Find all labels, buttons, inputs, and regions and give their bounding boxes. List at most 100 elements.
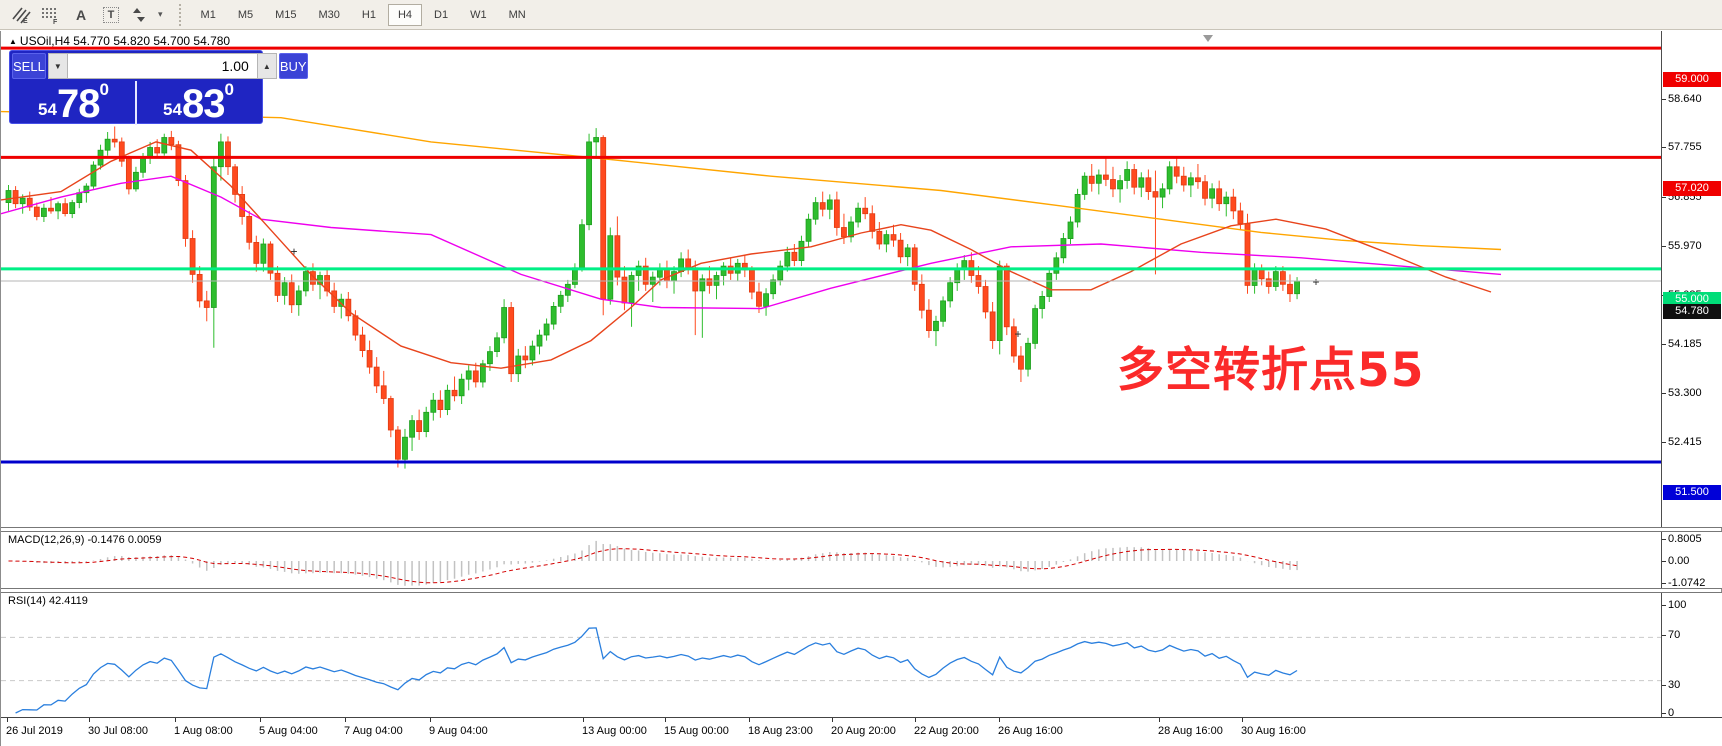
time-tick	[999, 718, 1000, 722]
volume-decrease-icon[interactable]: ▼	[47, 53, 68, 79]
scale-tick	[1662, 712, 1666, 714]
time-label: 30 Jul 08:00	[88, 725, 148, 737]
symbol-marker-icon: ▲	[9, 37, 17, 46]
timeframe-h1[interactable]: H1	[361, 8, 376, 21]
macd-scale-label: -1.0742	[1668, 576, 1706, 589]
arrows-icon[interactable]	[128, 3, 154, 27]
time-label: 1 Aug 08:00	[174, 725, 233, 737]
macd-scale-label: 0.00	[1668, 554, 1690, 567]
rsi-scale-label: 30	[1668, 678, 1681, 691]
time-label: 30 Aug 16:00	[1241, 725, 1306, 737]
time-label: 20 Aug 20:00	[831, 725, 896, 737]
time-label: 26 Aug 16:00	[998, 725, 1063, 737]
rsi-label: RSI(14) 42.4119	[8, 595, 88, 607]
chart-window: + + + ▲ USOil,H4 54.770 54.820 54.700 54.78…	[0, 31, 1722, 746]
buy-price[interactable]: 54 83 0	[137, 81, 260, 125]
price-badge: 57.020	[1663, 180, 1721, 196]
time-tick	[665, 718, 666, 722]
timeframe-d1[interactable]: D1	[434, 8, 449, 21]
price-label: 53.300	[1668, 387, 1702, 400]
symbol-name: USOil,H4	[19, 34, 70, 48]
sell-price[interactable]: 54 78 0	[12, 81, 137, 125]
rsi-chart	[1, 627, 1661, 714]
buy-price-main: 83	[181, 82, 225, 126]
text-icon[interactable]: T	[98, 3, 124, 27]
timeframe-h4[interactable]: H4	[387, 3, 423, 26]
macd-chart	[8, 540, 1298, 586]
rsi-pane: RSI(14) 42.4119 100 70 30 0	[1, 592, 1722, 718]
label-icon[interactable]: A	[75, 6, 87, 23]
time-label: 18 Aug 23:00	[748, 725, 813, 737]
macd-scale: 0.8005 0.00 -1.0742	[1661, 532, 1722, 588]
sell-price-pip: 0	[99, 80, 109, 99]
scale-tick	[1662, 634, 1666, 636]
chart-annotation-text: 多空转折点55	[1117, 343, 1425, 398]
volume-increase-icon[interactable]: ▲	[256, 53, 277, 79]
time-tick	[915, 718, 916, 722]
chart-shift-marker-icon[interactable]	[1203, 35, 1213, 42]
time-tick	[89, 718, 90, 722]
time-label: 28 Aug 16:00	[1158, 725, 1223, 737]
candlestick-chart: + + +	[1, 46, 1661, 469]
time-tick	[1159, 718, 1160, 722]
volume-input[interactable]	[67, 53, 257, 79]
scale-tick	[1662, 393, 1666, 395]
timeframe-m1[interactable]: M1	[200, 8, 216, 21]
scale-tick	[1662, 196, 1666, 198]
toolbar-separator	[178, 3, 181, 26]
time-tick	[832, 718, 833, 722]
scale-tick	[1662, 538, 1666, 540]
time-tick	[345, 718, 346, 722]
price-label: 54.185	[1668, 338, 1702, 351]
rsi-line	[15, 627, 1298, 714]
fibonacci-icon[interactable]: F	[38, 3, 64, 27]
toolbar: E F A T ▾ M1 M5 M15 M30 H1 H4 D1 W1 MN	[0, 0, 1722, 30]
buy-button[interactable]: BUY	[278, 53, 308, 79]
timeframe-m30[interactable]: M30	[318, 8, 340, 21]
time-tick	[7, 718, 8, 722]
scale-tick	[1662, 98, 1666, 100]
buy-price-base: 54	[163, 100, 182, 119]
price-badge: 59.000	[1663, 71, 1721, 87]
timeframe-m15[interactable]: M15	[275, 8, 297, 21]
timeframe-group: M1 M5 M15 M30 H1 H4 D1 W1 MN	[191, 3, 538, 26]
time-label: 15 Aug 00:00	[664, 725, 729, 737]
main-price-pane: + + + ▲ USOil,H4 54.770 54.820 54.700 54.78…	[1, 31, 1722, 528]
price-badge: 55.000	[1663, 292, 1721, 308]
volume-stepper: ▼ ▲	[47, 53, 277, 79]
rsi-scale-label: 0	[1668, 706, 1675, 718]
svg-text:+: +	[1312, 275, 1319, 289]
macd-scale-label: 0.8005	[1668, 532, 1702, 545]
price-label: 55.970	[1668, 239, 1702, 252]
sell-button[interactable]: SELL	[12, 53, 46, 79]
symbol-ohlc-line: ▲ USOil,H4 54.770 54.820 54.700 54.780	[9, 34, 230, 48]
svg-text:+: +	[290, 245, 297, 259]
scale-tick	[1662, 344, 1666, 346]
time-tick	[749, 718, 750, 722]
sell-price-base: 54	[38, 100, 57, 119]
price-badge: 51.500	[1663, 485, 1721, 501]
arrows-dropdown-caret[interactable]: ▾	[158, 9, 163, 19]
ohlc-values: 54.770 54.820 54.700 54.780	[73, 34, 231, 48]
price-badge: 54.780	[1663, 304, 1721, 320]
time-label: 9 Aug 04:00	[429, 725, 488, 737]
time-label: 7 Aug 04:00	[344, 725, 403, 737]
ma-medium	[1, 175, 1502, 310]
rsi-scale-label: 100	[1668, 598, 1687, 611]
svg-text:+: +	[1014, 327, 1021, 341]
equidistant-channel-icon[interactable]: E	[8, 3, 34, 27]
timeframe-mn[interactable]: MN	[508, 8, 526, 21]
scale-tick	[1662, 582, 1666, 584]
price-scale: 58.64057.75556.85555.97055.08554.18553.3…	[1661, 31, 1722, 527]
timeframe-m5[interactable]: M5	[237, 8, 254, 21]
time-label: 13 Aug 00:00	[582, 725, 647, 737]
timeframe-w1[interactable]: W1	[470, 8, 487, 21]
time-tick	[175, 718, 176, 722]
macd-values: -0.1476 0.0059	[87, 534, 162, 546]
rsi-scale: 100 70 30 0	[1661, 593, 1722, 717]
scale-tick	[1662, 560, 1666, 562]
buy-price-pip: 0	[224, 80, 234, 99]
ma-fast	[1, 141, 1492, 369]
one-click-trading-panel: SELL ▼ ▲ BUY 54 78 0 54	[9, 50, 308, 125]
